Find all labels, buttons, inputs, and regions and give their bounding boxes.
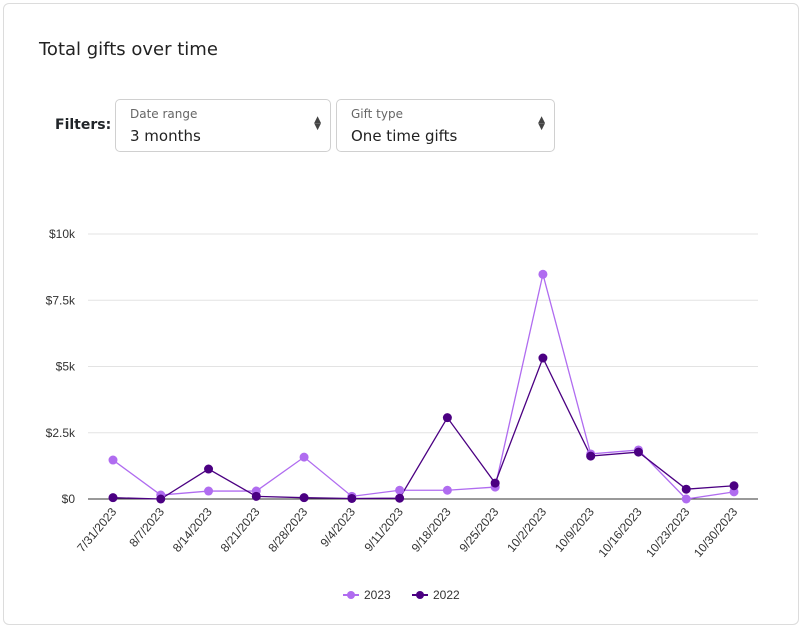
filters-label: Filters: bbox=[55, 117, 112, 133]
sort-arrows-icon: ▲ ▼ bbox=[314, 115, 321, 132]
x-tick-label: 10/23/2023 bbox=[643, 505, 693, 560]
data-point-2022 bbox=[538, 353, 548, 363]
legend-label: 2022 bbox=[433, 588, 460, 602]
y-tick-label: $5k bbox=[56, 360, 76, 374]
date-range-label: Date range bbox=[130, 107, 198, 121]
y-tick-label: $7.5k bbox=[46, 293, 76, 307]
sort-arrows-icon: ▲ ▼ bbox=[538, 115, 545, 132]
gift-type-value: One time gifts bbox=[351, 127, 458, 145]
data-point-2023 bbox=[395, 485, 405, 495]
data-point-2022 bbox=[299, 493, 309, 503]
x-tick-label: 10/16/2023 bbox=[595, 505, 645, 560]
date-range-select[interactable]: Date range 3 months ▲ ▼ bbox=[115, 99, 331, 152]
x-tick-label: 8/21/2023 bbox=[218, 505, 263, 555]
x-tick-label: 10/2/2023 bbox=[504, 505, 549, 555]
y-tick-label: $2.5k bbox=[46, 426, 76, 440]
x-tick-label: 9/25/2023 bbox=[456, 505, 501, 555]
data-point-2022 bbox=[633, 447, 643, 457]
data-point-2022 bbox=[204, 464, 214, 474]
x-tick-label: 9/4/2023 bbox=[317, 505, 358, 550]
legend-marker-2022 bbox=[416, 591, 424, 599]
series-line-2023 bbox=[112, 274, 735, 500]
data-point-2023 bbox=[442, 485, 452, 495]
y-tick-label: $0 bbox=[62, 492, 76, 506]
y-tick-label: $10k bbox=[49, 227, 76, 241]
x-tick-label: 7/31/2023 bbox=[74, 505, 119, 555]
x-tick-label: 9/11/2023 bbox=[361, 505, 406, 554]
data-point-2023 bbox=[108, 455, 118, 465]
data-point-2022 bbox=[729, 481, 739, 491]
legend-label: 2023 bbox=[364, 588, 391, 602]
data-point-2023 bbox=[538, 269, 548, 279]
data-point-2023 bbox=[204, 486, 214, 496]
data-point-2022 bbox=[490, 478, 500, 488]
gift-type-select[interactable]: Gift type One time gifts ▲ ▼ bbox=[336, 99, 555, 152]
gift-type-label: Gift type bbox=[351, 107, 403, 121]
legend-marker-2023 bbox=[347, 591, 355, 599]
data-point-2022 bbox=[395, 493, 405, 503]
data-point-2022 bbox=[251, 491, 261, 501]
data-point-2022 bbox=[681, 484, 691, 494]
data-point-2022 bbox=[347, 493, 357, 503]
card-title: Total gifts over time bbox=[39, 39, 218, 60]
data-point-2023 bbox=[299, 452, 309, 462]
x-tick-label: 8/28/2023 bbox=[265, 505, 310, 555]
x-tick-label: 8/14/2023 bbox=[170, 505, 215, 555]
data-point-2022 bbox=[108, 493, 118, 503]
x-tick-label: 8/7/2023 bbox=[126, 505, 167, 550]
data-point-2023 bbox=[681, 494, 691, 504]
series-line-2022 bbox=[112, 356, 735, 500]
x-tick-label: 10/30/2023 bbox=[691, 505, 741, 560]
x-tick-label: 9/18/2023 bbox=[409, 505, 454, 555]
date-range-value: 3 months bbox=[130, 127, 201, 145]
data-point-2022 bbox=[442, 413, 452, 423]
data-point-2022 bbox=[586, 451, 596, 461]
x-tick-label: 10/9/2023 bbox=[552, 505, 597, 555]
data-point-2022 bbox=[156, 494, 166, 504]
